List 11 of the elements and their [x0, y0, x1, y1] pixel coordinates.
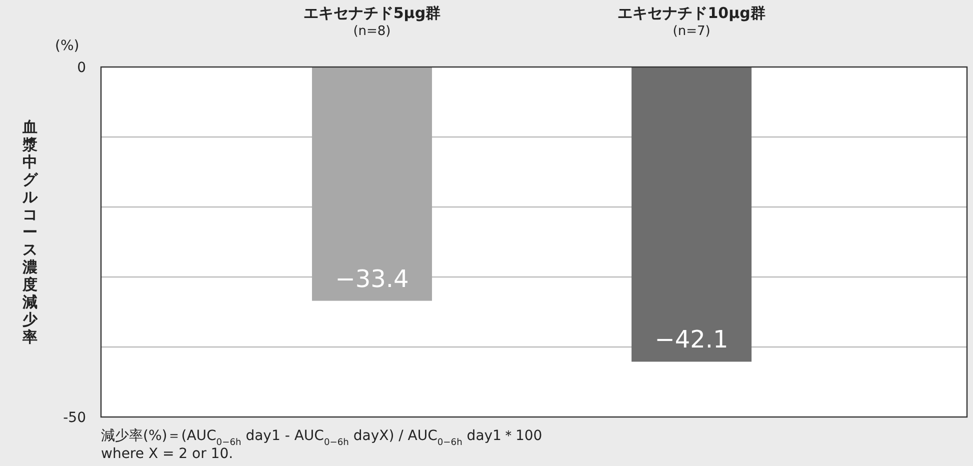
data-label: −33.4 — [335, 264, 409, 293]
text: where X = 2 or 10. — [101, 446, 234, 462]
x-tick-label: エキセナチド5μg群 (n=8) — [303, 4, 441, 39]
plot: −33.4 −42.1 — [100, 66, 968, 418]
x-tick-label: エキセナチド10μg群 (n=7) — [618, 4, 766, 39]
y-tick-label: 0 — [77, 60, 86, 76]
y-tick-label: -50 — [63, 410, 86, 426]
text: (%) — [55, 38, 80, 54]
data-label: −42.1 — [654, 326, 728, 354]
text: 減少率(%)＝(AUC$_{0−6h}$ day1 - AUC$_{0−6h}$ dayX) / AUC$_{0−6h}$ day1＊100 — [101, 428, 542, 448]
y-axis-title: 血漿中グルコース濃度減少率 — [22, 118, 38, 346]
